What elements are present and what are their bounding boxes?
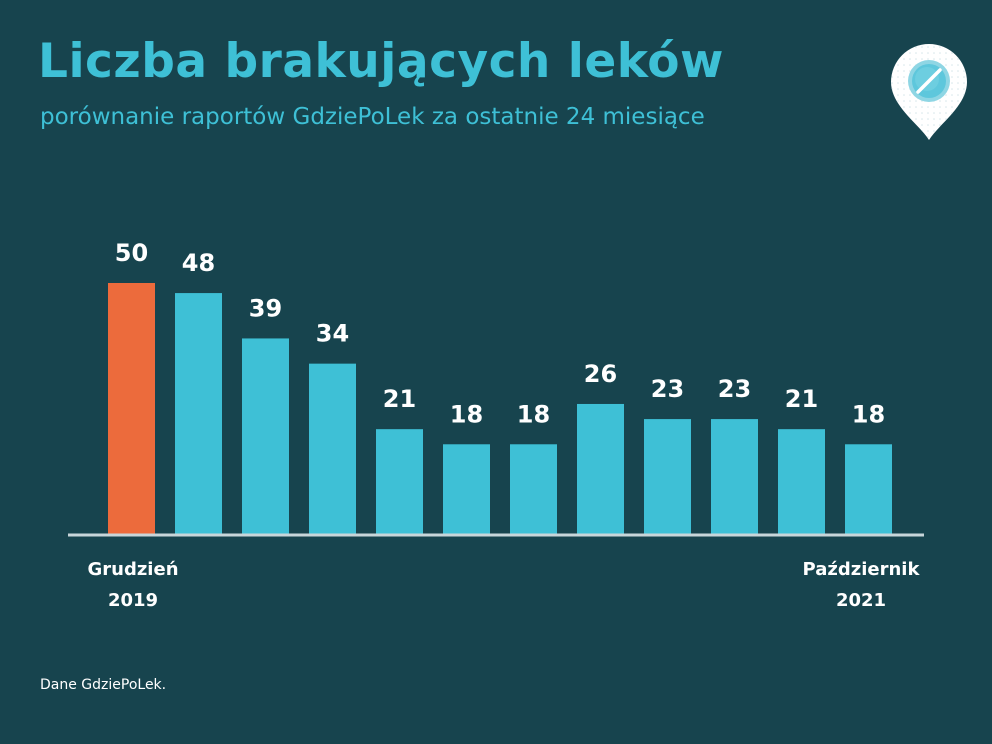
bar-6: [443, 444, 490, 535]
bar-10: [711, 419, 758, 535]
bar-3: [242, 338, 289, 535]
bar-value-label-12: 18: [852, 400, 885, 428]
bar-value-label-5: 21: [383, 385, 416, 413]
bar-4: [309, 363, 356, 535]
bar-value-label-2: 48: [182, 249, 215, 277]
bar-5: [376, 429, 423, 535]
bars-group: 50 48 39 34 21 18 18 26 23 23 21 18: [108, 239, 892, 535]
bar-value-label-3: 39: [249, 294, 282, 322]
bar-value-label-4: 34: [316, 320, 349, 348]
bar-1: [108, 283, 155, 535]
data-source-note: Dane GdziePoLek.: [40, 677, 167, 693]
bar-value-label-8: 26: [584, 360, 617, 388]
bar-2: [175, 293, 222, 535]
bar-value-label-9: 23: [651, 375, 684, 403]
bar-value-label-1: 50: [115, 239, 148, 267]
bar-9: [644, 419, 691, 535]
axis-labels-group: Grudzień 2019 Październik 2021: [87, 559, 920, 611]
bar-8: [577, 403, 624, 535]
bar-7: [510, 444, 557, 535]
bar-value-label-6: 18: [450, 400, 483, 428]
pill-location-pin-icon: [891, 44, 967, 140]
bar-12: [845, 444, 892, 535]
x-axis-end-label-line-2: 2021: [836, 590, 886, 611]
bar-value-label-10: 23: [718, 375, 751, 403]
x-axis-start-label-line-2: 2019: [108, 590, 158, 611]
bar-value-label-11: 21: [785, 385, 818, 413]
x-axis-end-label-line-1: Październik: [803, 559, 921, 580]
bar-value-label-7: 18: [517, 400, 550, 428]
x-axis-start-label-line-1: Grudzień: [87, 559, 178, 580]
bar-11: [778, 429, 825, 535]
chart-subtitle: porównanie raportów GdziePoLek za ostatn…: [40, 104, 705, 130]
chart-title: Liczba brakujących leków: [38, 34, 724, 89]
